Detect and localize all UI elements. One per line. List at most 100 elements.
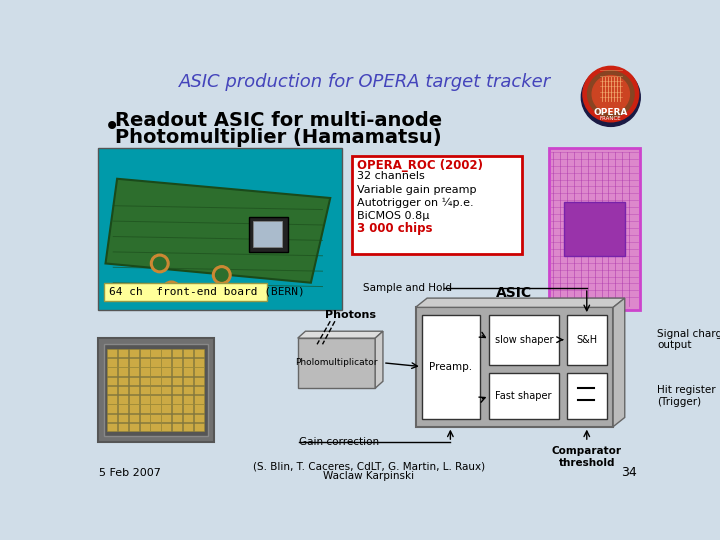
Bar <box>161 358 171 367</box>
Bar <box>564 202 625 256</box>
Polygon shape <box>375 331 383 388</box>
Text: Photomultiplier (Hamamatsu): Photomultiplier (Hamamatsu) <box>114 128 441 147</box>
Polygon shape <box>415 298 625 307</box>
Polygon shape <box>297 331 383 338</box>
Bar <box>567 315 607 365</box>
Bar <box>183 404 193 413</box>
Bar <box>194 386 204 394</box>
Text: Comparator
threshold: Comparator threshold <box>552 446 622 468</box>
Bar <box>118 414 128 422</box>
Circle shape <box>150 254 169 273</box>
Bar <box>183 395 193 403</box>
Circle shape <box>581 68 640 126</box>
Text: Signal charge
output: Signal charge output <box>657 329 720 350</box>
Bar <box>183 423 193 431</box>
Bar <box>253 221 282 247</box>
Text: Waclaw Karpinski: Waclaw Karpinski <box>323 471 415 481</box>
Text: ASIC production for OPERA target tracker: ASIC production for OPERA target tracker <box>179 73 552 91</box>
Text: Gain correction: Gain correction <box>300 437 379 447</box>
Text: Hit register
(Trigger): Hit register (Trigger) <box>657 385 716 407</box>
Bar <box>107 386 117 394</box>
Bar <box>98 148 342 309</box>
Polygon shape <box>106 179 330 283</box>
Text: Preamp.: Preamp. <box>429 362 472 372</box>
Text: Autotrigger on ¼p.e.: Autotrigger on ¼p.e. <box>357 198 474 208</box>
Bar <box>129 404 139 413</box>
Bar <box>107 349 117 357</box>
Bar <box>129 395 139 403</box>
Bar <box>129 423 139 431</box>
Bar <box>161 386 171 394</box>
Text: BiCMOS 0.8μ: BiCMOS 0.8μ <box>357 211 430 221</box>
Bar <box>183 386 193 394</box>
Bar <box>129 377 139 385</box>
Text: Pholomultiplicator: Pholomultiplicator <box>295 359 378 367</box>
Bar <box>150 414 161 422</box>
Bar <box>161 404 171 413</box>
Bar <box>150 377 161 385</box>
Text: (S. Blin, T. Caceres, CdLT, G. Martin, L. Raux): (S. Blin, T. Caceres, CdLT, G. Martin, L… <box>253 462 485 472</box>
Bar <box>107 358 117 367</box>
Bar <box>172 367 182 376</box>
Bar <box>489 315 559 365</box>
Text: Sample and Hold: Sample and Hold <box>363 283 452 293</box>
Bar <box>183 349 193 357</box>
Bar <box>140 367 150 376</box>
Bar <box>172 358 182 367</box>
Bar <box>161 423 171 431</box>
Bar <box>129 367 139 376</box>
Text: Variable gain preamp: Variable gain preamp <box>357 185 477 194</box>
Text: slow shaper: slow shaper <box>495 335 554 345</box>
Bar <box>107 367 117 376</box>
Text: OPERA_ROC (2002): OPERA_ROC (2002) <box>357 159 483 172</box>
Text: •: • <box>104 112 120 140</box>
Text: 32 channels: 32 channels <box>357 172 425 181</box>
Bar <box>150 423 161 431</box>
Bar <box>161 414 171 422</box>
Bar <box>183 358 193 367</box>
Bar <box>104 345 208 436</box>
Bar <box>118 386 128 394</box>
Text: ASIC: ASIC <box>496 287 532 300</box>
Bar <box>118 367 128 376</box>
Bar <box>107 414 117 422</box>
Bar <box>549 148 640 309</box>
Bar <box>194 395 204 403</box>
Circle shape <box>212 266 231 284</box>
Bar <box>118 404 128 413</box>
Bar <box>104 283 266 301</box>
Bar <box>183 414 193 422</box>
Text: Readout ASIC for multi-anode: Readout ASIC for multi-anode <box>114 111 442 130</box>
Bar <box>194 358 204 367</box>
Polygon shape <box>613 298 625 427</box>
Bar <box>161 377 171 385</box>
Bar <box>161 349 171 357</box>
Bar <box>140 395 150 403</box>
Circle shape <box>583 66 639 122</box>
Circle shape <box>153 257 166 269</box>
Bar <box>150 395 161 403</box>
Bar <box>150 404 161 413</box>
Circle shape <box>165 284 178 296</box>
Bar <box>183 377 193 385</box>
Bar <box>118 395 128 403</box>
Bar <box>183 367 193 376</box>
Bar <box>140 423 150 431</box>
Text: Photons: Photons <box>325 310 376 320</box>
Text: Fast shaper: Fast shaper <box>495 391 552 401</box>
Bar <box>172 377 182 385</box>
Bar <box>172 414 182 422</box>
Bar <box>118 377 128 385</box>
Bar <box>107 377 117 385</box>
Bar <box>129 358 139 367</box>
Bar <box>118 358 128 367</box>
Bar <box>422 315 480 419</box>
Bar <box>489 373 559 419</box>
Text: OPERA: OPERA <box>593 108 628 117</box>
Circle shape <box>162 281 181 300</box>
Text: 3 000 chips: 3 000 chips <box>357 222 433 235</box>
Bar <box>129 349 139 357</box>
Bar <box>194 377 204 385</box>
Bar <box>415 307 613 427</box>
Bar <box>150 349 161 357</box>
